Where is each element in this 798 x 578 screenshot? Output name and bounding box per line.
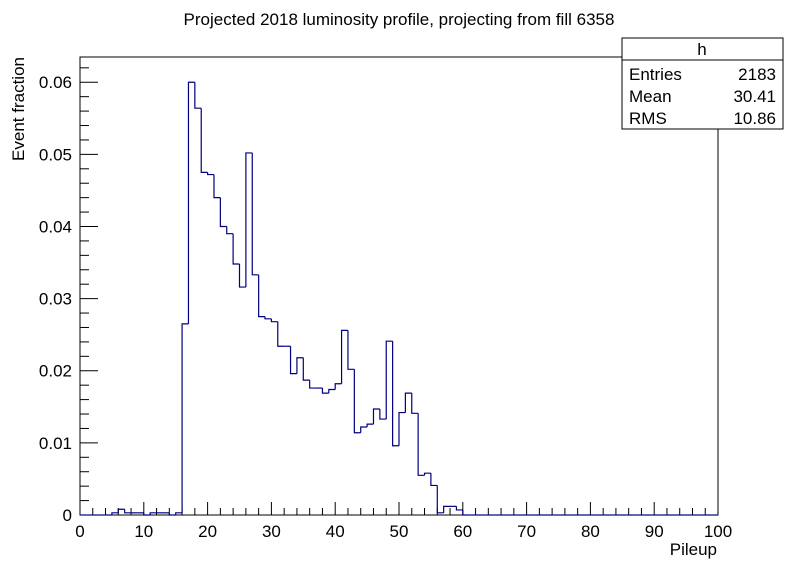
histogram-bin [385,340,393,420]
y-axis-ticks: 0 0.01 0.02 0.03 0.04 0.05 0.06 [39,67,98,525]
histogram-bin [404,392,412,413]
histogram-bin [360,426,368,433]
x-axis-label: Pileup [670,540,717,559]
x-tick-label: 10 [134,522,153,541]
histogram-bin [149,512,157,515]
histogram-bin [289,346,297,375]
x-axis-ticks: 0 10 20 30 40 50 60 70 80 90 100 [75,502,732,541]
stats-entries-label: Entries [629,65,682,84]
x-tick-label: 50 [390,522,409,541]
histogram-bin [423,472,431,476]
histogram-bin [270,318,278,323]
x-tick-label: 20 [198,522,217,541]
stats-entries-value: 2183 [738,65,776,84]
histogram-bin [455,506,463,511]
histogram-bin [124,509,132,514]
x-tick-label: 90 [645,522,664,541]
histogram-bin [117,508,125,513]
x-tick-label: 70 [517,522,536,541]
histogram-bin [181,323,189,513]
histogram-bin [340,329,348,384]
histogram-bin [207,172,214,176]
histogram-bin [258,274,266,318]
histogram-bin [328,388,336,394]
y-axis-label: Event fraction [9,57,28,161]
histogram-bin [443,505,451,513]
x-tick-label: 60 [453,522,472,541]
stats-mean-value: 30.41 [733,87,776,106]
histogram-bin [430,473,438,487]
stats-box: h Entries 2183 Mean 30.41 RMS 10.86 [621,37,784,130]
histogram-bin [175,512,183,515]
histogram-bin [462,509,470,516]
histogram-bin [392,341,399,447]
y-tick-label: 0 [63,506,72,525]
histogram-bin [251,152,259,276]
histogram-bin [226,226,234,235]
histogram-bin [143,512,151,516]
y-tick-label: 0.02 [39,362,72,381]
histogram-bin [194,82,202,109]
y-tick-label: 0.05 [39,145,72,164]
stats-mean-label: Mean [629,87,672,106]
y-tick-label: 0.06 [39,73,72,92]
x-tick-label: 40 [326,522,345,541]
stats-rms-value: 10.86 [733,109,776,128]
x-tick-label: 0 [75,522,84,541]
x-tick-label: 30 [262,522,281,541]
histogram-bin [321,388,329,394]
stats-rms-label: RMS [629,109,667,128]
histogram-bin [334,383,342,390]
histogram-bin [379,408,387,420]
histogram-bin [372,408,380,425]
histogram-bin [168,512,176,516]
histogram-bin [411,393,419,414]
histogram-bin [309,380,317,389]
histogram-bin [366,423,374,428]
x-tick-label: 100 [704,522,732,541]
y-tick-label: 0.03 [39,290,72,309]
histogram-bin [353,369,361,434]
y-tick-label: 0.04 [39,217,72,236]
histogram-bin [219,197,227,228]
histogram-bin [238,264,246,288]
histogram-bin [277,321,285,347]
histogram-series [80,81,718,516]
histogram-bin [245,152,253,288]
histogram-bin [232,233,240,265]
x-tick-label: 80 [581,522,600,541]
histogram-bin [436,485,444,514]
histogram-bin [200,108,208,174]
histogram-bin [296,357,304,374]
histogram-bin [417,413,425,476]
stats-box-title: h [697,40,706,59]
histogram-bin [302,357,310,381]
histogram-bin [398,411,406,446]
histogram-bin [264,316,272,320]
y-tick-label: 0.01 [39,434,72,453]
chart-title: Projected 2018 luminosity profile, proje… [184,10,615,29]
histogram-bin [111,512,119,515]
histogram-bin [213,174,221,199]
histogram-bin [187,81,195,324]
histogram-bin [347,330,355,370]
